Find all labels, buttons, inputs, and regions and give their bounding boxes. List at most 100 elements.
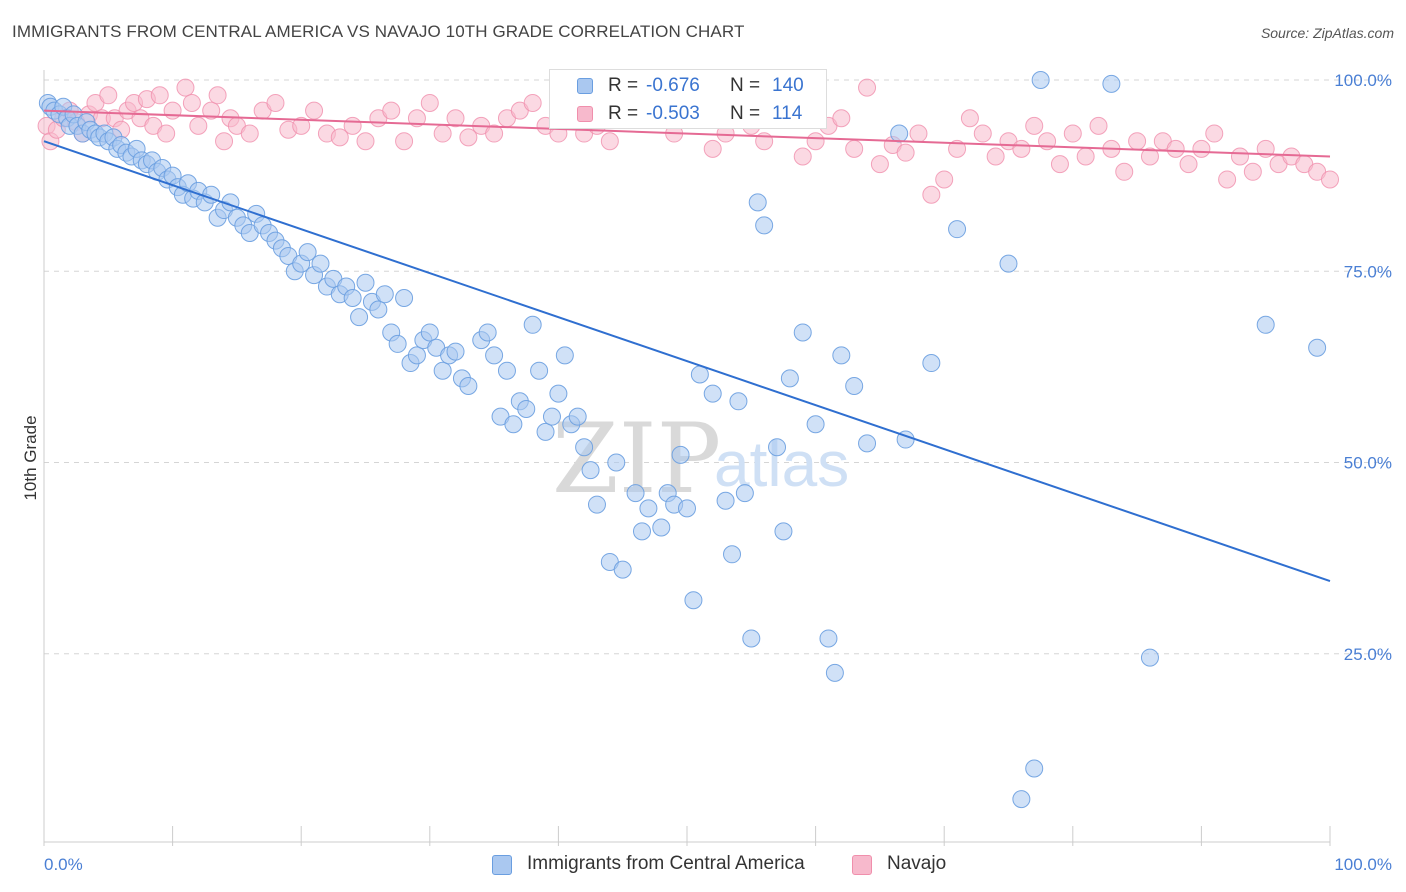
navajo-point <box>832 109 851 128</box>
grid <box>44 79 1390 655</box>
central-america-point <box>581 461 600 480</box>
navajo-point <box>305 101 324 120</box>
navajo-point <box>1025 116 1044 135</box>
legend-label-central-america: Immigrants from Central America <box>527 853 805 874</box>
navajo-point <box>292 116 311 135</box>
navajo-point <box>1128 132 1147 151</box>
central-america-point <box>716 491 735 510</box>
navajo-point <box>1089 116 1108 135</box>
navajo-point <box>163 101 182 120</box>
central-america-point <box>890 124 909 143</box>
stats-legend: R = -0.676 N = 140 R = -0.503 N = 114 <box>549 69 827 129</box>
central-america-point <box>478 323 497 342</box>
central-america-point <box>350 308 369 327</box>
navajo-point <box>1192 139 1211 158</box>
legend-n-value: 114 <box>772 103 803 124</box>
chart-title: IMMIGRANTS FROM CENTRAL AMERICA VS NAVAJ… <box>12 22 745 41</box>
axes <box>43 70 1331 846</box>
navajo-point <box>395 132 414 151</box>
central-america-point <box>626 484 645 503</box>
navajo-point <box>1230 147 1249 166</box>
navajo-point <box>1166 139 1185 158</box>
navajo-point <box>948 139 967 158</box>
central-america-point <box>613 560 632 579</box>
navajo-point <box>806 132 825 151</box>
navajo-point <box>1218 170 1237 189</box>
central-america-point <box>504 415 523 434</box>
central-america-point <box>948 220 967 239</box>
navajo-point <box>266 93 285 112</box>
central-america-point <box>1140 648 1159 667</box>
legend-r-label: R = <box>608 75 639 96</box>
central-america-point <box>652 518 671 537</box>
navajo-point <box>986 147 1005 166</box>
central-america-point <box>671 445 690 464</box>
navajo-point <box>935 170 954 189</box>
navajo-point <box>382 101 401 120</box>
navajo-point <box>420 93 439 112</box>
central-america-point <box>459 377 478 395</box>
legend-swatch-pink <box>852 855 872 875</box>
navajo-point <box>523 93 542 112</box>
y-tick-label: 50.0% <box>1344 454 1392 473</box>
x-tick-label-max: 100.0% <box>1334 855 1392 874</box>
central-america-point <box>433 361 452 380</box>
navajo-point <box>1243 162 1262 181</box>
navajo-point <box>960 109 979 128</box>
central-america-point <box>517 399 536 418</box>
central-america-point <box>1025 759 1044 778</box>
central-america-point <box>356 273 375 292</box>
trendline-navajo <box>43 109 1331 158</box>
navajo-point <box>459 128 478 147</box>
navajo-point <box>240 124 259 143</box>
central-america-point <box>793 323 812 342</box>
series-legend: Immigrants from Central America Navajo <box>0 852 1406 878</box>
central-america-point <box>1102 74 1121 93</box>
navajo-point <box>1179 155 1198 174</box>
legend-r-label: R = <box>608 103 639 124</box>
legend-r-value: -0.676 <box>646 75 700 96</box>
navajo-point <box>157 124 176 143</box>
central-america-point <box>555 346 574 365</box>
legend-swatch-blue <box>577 78 593 94</box>
navajo-point <box>1050 155 1069 174</box>
central-america-point <box>735 484 754 503</box>
legend-n-label: N = <box>730 75 761 96</box>
central-america-point <box>1031 71 1050 89</box>
central-america-point <box>768 438 787 457</box>
x-tick-label-min: 0.0% <box>44 855 83 874</box>
navajo-point <box>896 143 915 162</box>
source-label: Source: ZipAtlas.com <box>1260 25 1394 41</box>
central-america-point <box>1256 315 1275 334</box>
legend-row-navajo: R = -0.503 N = 114 <box>550 100 828 128</box>
trendline-central-america <box>43 140 1331 583</box>
central-america-point <box>536 422 555 441</box>
central-america-point <box>723 545 742 564</box>
central-america-point <box>388 334 407 353</box>
navajo-point <box>1140 147 1159 166</box>
navajo-point <box>1115 162 1134 181</box>
navajo-point <box>343 116 362 135</box>
navajo-point <box>858 78 877 97</box>
y-tick-label: 100.0% <box>1334 71 1392 90</box>
central-america-point <box>523 315 542 334</box>
navajo-point <box>703 139 722 158</box>
y-tick-label: 75.0% <box>1344 262 1392 281</box>
navajo-point <box>1063 124 1082 143</box>
central-america-point <box>1308 338 1327 357</box>
central-america-point <box>806 415 825 434</box>
central-america-point <box>755 216 774 235</box>
navajo-point <box>433 124 452 143</box>
central-america-point <box>845 377 864 395</box>
y-axis-label: 10th Grade <box>21 415 40 500</box>
central-america-point <box>343 289 362 308</box>
legend-label-navajo: Navajo <box>887 853 947 874</box>
navajo-point <box>182 93 201 112</box>
navajo-point <box>793 147 812 166</box>
watermark-atlas: atlas <box>714 428 849 500</box>
central-america-point <box>530 361 549 380</box>
navajo-point <box>973 124 992 143</box>
central-america-point <box>568 407 587 426</box>
legend-n-label: N = <box>730 103 761 124</box>
central-america-point <box>549 384 568 403</box>
